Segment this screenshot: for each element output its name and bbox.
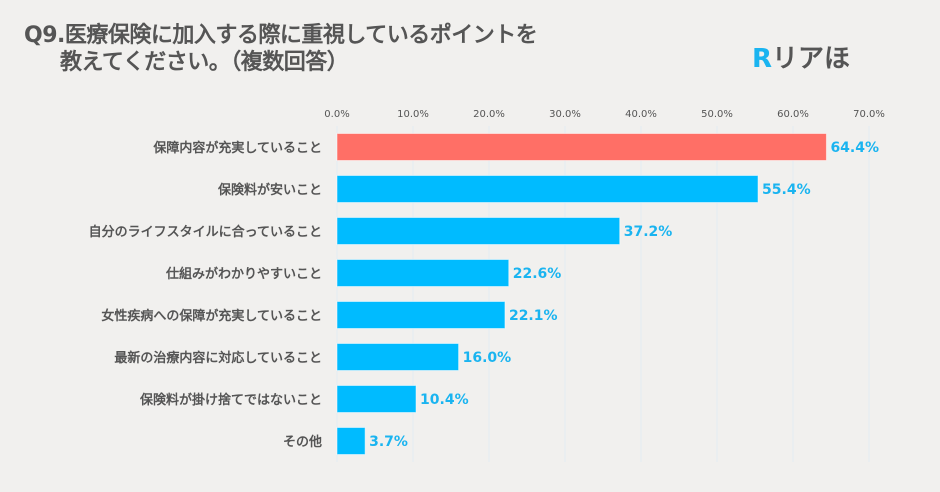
category-label: 最新の治療内容に対応していること: [114, 350, 322, 366]
tick-label: 0.0%: [324, 109, 349, 120]
category-label: 保険料が安いこと: [217, 182, 322, 198]
category-label: 保険料が掛け捨てではないこと: [139, 392, 322, 408]
data-label: 55.4%: [762, 182, 811, 198]
data-label: 64.4%: [830, 140, 879, 156]
bar: [336, 385, 417, 413]
tick-label: 10.0%: [397, 109, 429, 120]
chart-title: Q9.医療保険に加入する際に重視しているポイントを 教えてください。（複数回答）: [24, 22, 538, 76]
tick-label: 50.0%: [701, 109, 733, 120]
title-line-1: Q9.医療保険に加入する際に重視しているポイントを: [24, 23, 538, 48]
logo: Rリアほ: [752, 38, 850, 75]
bar: [336, 427, 366, 455]
data-label: 22.6%: [513, 266, 562, 282]
category-label: 保障内容が充実していること: [152, 140, 322, 156]
tick-label: 20.0%: [473, 109, 505, 120]
data-label: 10.4%: [420, 392, 469, 408]
bar: [336, 175, 759, 203]
data-label: 22.1%: [509, 308, 558, 324]
category-label: 仕組みがわかりやすいこと: [165, 266, 322, 282]
tick-label: 60.0%: [777, 109, 809, 120]
data-label: 37.2%: [624, 224, 673, 240]
bar: [336, 217, 621, 245]
category-label: その他: [283, 434, 322, 450]
bar: [336, 259, 510, 287]
logo-mark: R: [752, 44, 773, 74]
category-label: 自分のライフスタイルに合っていること: [89, 224, 322, 240]
tick-label: 40.0%: [625, 109, 657, 120]
logo-text: リアほ: [772, 44, 851, 74]
data-label: 3.7%: [369, 434, 408, 450]
bar: [336, 343, 460, 371]
bar: [336, 133, 827, 161]
tick-label: 70.0%: [853, 109, 885, 120]
bar: [336, 301, 506, 329]
data-label: 16.0%: [463, 350, 512, 366]
category-label: 女性疾病への保障が充実していること: [101, 308, 322, 324]
tick-label: 30.0%: [549, 109, 581, 120]
title-line-2: 教えてください。（複数回答）: [60, 50, 349, 75]
